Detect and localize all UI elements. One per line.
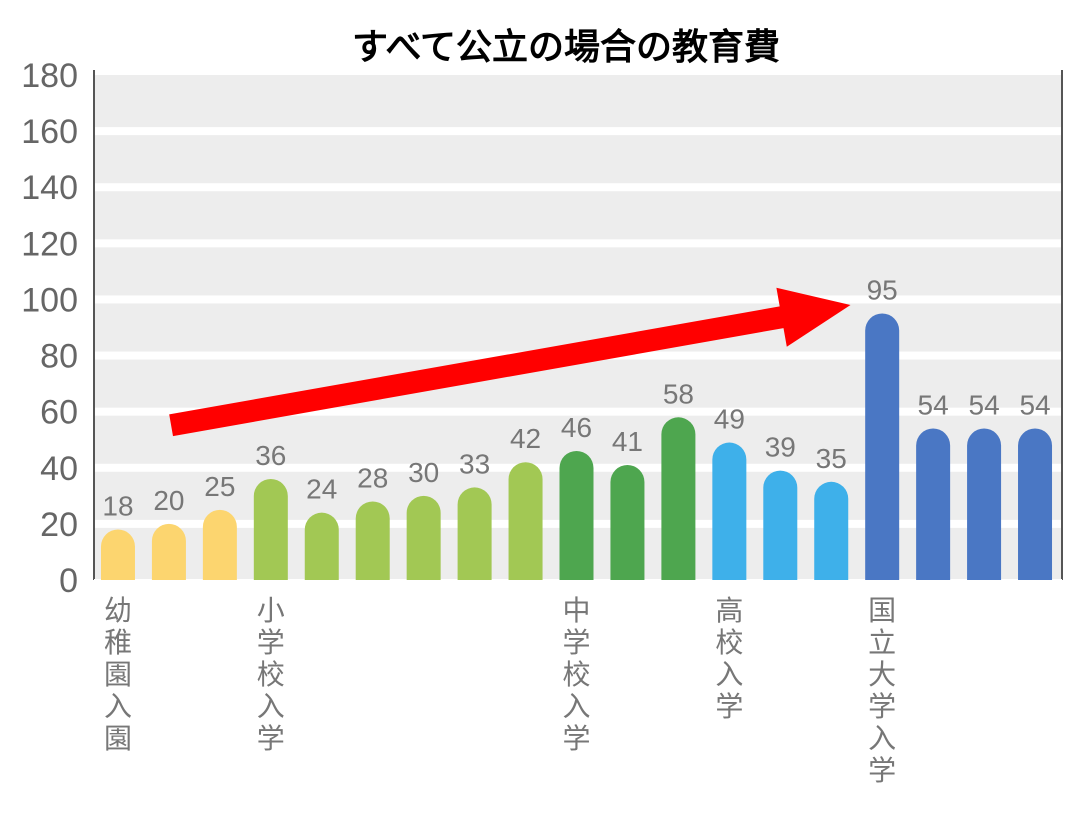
bar <box>916 428 951 580</box>
y-tick-label: 60 <box>40 394 78 432</box>
category-label-char: 中 <box>562 594 590 627</box>
value-label: 58 <box>663 378 694 409</box>
bar <box>610 464 645 580</box>
category-label-char: 学 <box>562 626 590 659</box>
bar <box>151 523 186 580</box>
category-label-char: 園 <box>104 658 132 691</box>
bar <box>406 495 441 580</box>
value-label: 39 <box>765 432 796 463</box>
bar <box>253 479 288 580</box>
bar <box>865 313 900 580</box>
category-label-char: 入 <box>104 690 132 723</box>
category-label-char: 学 <box>868 754 896 787</box>
value-label: 30 <box>408 457 439 488</box>
bar <box>661 417 696 580</box>
value-label: 95 <box>867 274 898 305</box>
value-label: 42 <box>510 423 541 454</box>
category-label-char: 園 <box>104 722 132 755</box>
value-label: 54 <box>918 390 949 421</box>
gridline <box>94 127 1062 136</box>
category-label-char: 校 <box>257 658 285 691</box>
value-label: 54 <box>969 390 1000 421</box>
category-label-char: 学 <box>868 690 896 723</box>
category-label-char: 国 <box>868 594 896 627</box>
bar <box>763 470 798 580</box>
y-tick-label: 140 <box>21 169 78 207</box>
category-label-char: 学 <box>715 690 743 723</box>
value-label: 36 <box>255 440 286 471</box>
bar <box>457 487 492 580</box>
bar <box>202 509 237 580</box>
gridline <box>94 239 1062 248</box>
category-label-char: 小 <box>257 594 285 627</box>
y-tick-label: 100 <box>21 281 78 319</box>
category-label-char: 学 <box>257 722 285 755</box>
category-label-char: 立 <box>868 626 896 659</box>
bar <box>304 512 339 580</box>
category-label-char: 高 <box>715 594 743 627</box>
y-tick-label: 180 <box>21 57 78 95</box>
category-label-char: 校 <box>715 626 743 659</box>
chart-title: すべて公立の場合の教育費 <box>351 27 781 68</box>
value-label: 24 <box>306 474 337 505</box>
gridline <box>94 295 1062 304</box>
arrow-shape <box>169 287 851 437</box>
value-label: 20 <box>153 485 184 516</box>
bar <box>508 462 543 580</box>
y-tick-label: 160 <box>21 113 78 151</box>
y-tick-label: 0 <box>59 562 78 600</box>
value-label: 41 <box>612 426 643 457</box>
bar <box>1018 428 1053 580</box>
category-label-char: 幼 <box>104 594 132 627</box>
bar <box>967 428 1002 580</box>
value-label: 49 <box>714 404 745 435</box>
gridline <box>94 407 1062 416</box>
category-label-char: 稚 <box>104 626 132 659</box>
category-label-char: 入 <box>257 690 285 723</box>
bars <box>100 313 1053 580</box>
category-label-char: 大 <box>868 658 896 691</box>
y-tick-label: 80 <box>40 338 78 376</box>
y-tick-label: 20 <box>40 506 78 544</box>
y-tick-label: 40 <box>40 450 78 488</box>
bar <box>814 481 849 580</box>
value-label: 28 <box>357 462 388 493</box>
bar <box>355 501 390 580</box>
gridline <box>94 183 1062 192</box>
bar <box>712 442 747 580</box>
category-label-char: 学 <box>562 722 590 755</box>
category-label-char: 入 <box>868 722 896 755</box>
value-label: 18 <box>102 491 133 522</box>
bar <box>559 450 594 580</box>
category-label-char: 校 <box>562 658 590 691</box>
category-label-char: 学 <box>257 626 285 659</box>
category-label-char: 入 <box>562 690 590 723</box>
value-labels: 18 20 25 36 24 28 30 33 42 46 41 58 49 39 35 95 54 54 54 <box>102 274 1050 521</box>
value-label: 54 <box>1019 390 1050 421</box>
trend-arrow <box>169 287 851 437</box>
y-tick-label: 120 <box>21 225 78 263</box>
value-label: 35 <box>816 443 847 474</box>
value-label: 33 <box>459 448 490 479</box>
value-label: 46 <box>561 412 592 443</box>
value-label: 25 <box>204 471 235 502</box>
category-label-char: 入 <box>715 658 743 691</box>
y-tick-labels: 0 20 40 60 80 100 120 140 160 180 <box>21 57 78 600</box>
bar <box>100 529 135 580</box>
